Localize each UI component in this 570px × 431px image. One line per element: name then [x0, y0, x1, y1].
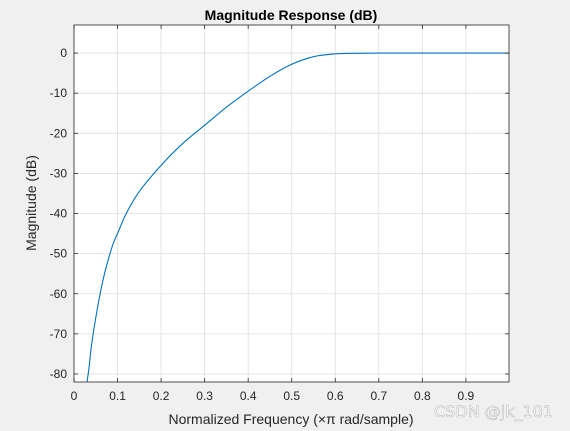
watermark-text: CSDN @jk_101 — [434, 402, 553, 422]
y-tick-label: -20 — [50, 126, 68, 140]
y-tick-label: -70 — [50, 327, 68, 341]
x-tick-label: 0.5 — [283, 389, 300, 403]
x-tick-labels: 0 0.1 0.2 0.3 0.4 0.5 0.6 0.7 0.8 0.9 — [71, 389, 475, 403]
x-tick-label: 0.2 — [153, 389, 170, 403]
y-tick-label: -30 — [50, 166, 68, 180]
series-layer — [86, 52, 509, 382]
x-axis-label: Normalized Frequency (×π rad/sample) — [168, 411, 413, 427]
y-tick-label: -40 — [50, 207, 68, 221]
y-tick-label: -80 — [50, 367, 68, 381]
y-tick-label: 0 — [60, 46, 67, 60]
series-line — [86, 52, 509, 382]
tick-marks — [73, 25, 509, 382]
y-tick-label: -50 — [50, 247, 68, 261]
x-tick-label: 0.6 — [327, 389, 344, 403]
y-tick-labels: 0 -10 -20 -30 -40 -50 -60 -70 -80 — [50, 46, 68, 381]
x-tick-label: 0.3 — [196, 389, 213, 403]
x-tick-label: 0.7 — [370, 389, 387, 403]
y-tick-label: -60 — [50, 287, 68, 301]
x-tick-label: 0.4 — [240, 389, 257, 403]
x-tick-label: 0.8 — [414, 389, 431, 403]
x-tick-label: 0.1 — [109, 389, 126, 403]
x-tick-label: 0.9 — [458, 389, 475, 403]
chart-title: Magnitude Response (dB) — [205, 7, 378, 23]
y-tick-label: -10 — [50, 86, 68, 100]
y-axis-label: Magnitude (dB) — [23, 155, 39, 251]
x-tick-label: 0 — [71, 389, 78, 403]
